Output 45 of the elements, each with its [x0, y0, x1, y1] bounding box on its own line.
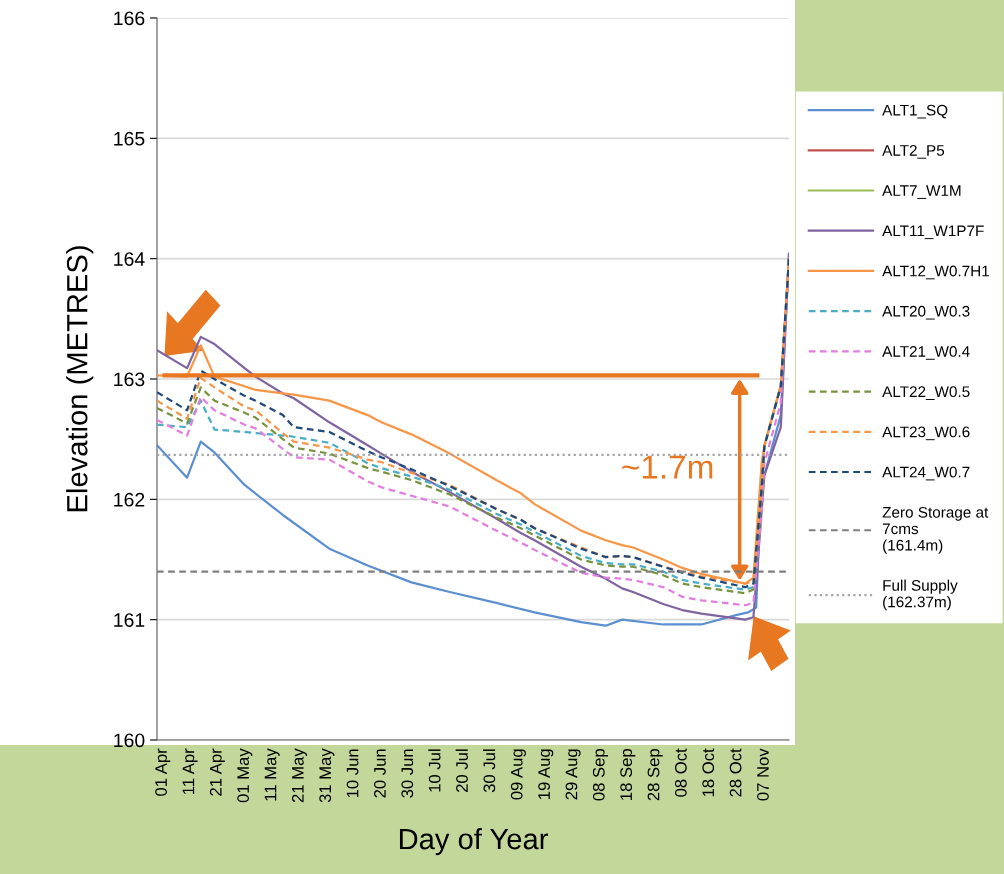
- y-tick-label: 164: [114, 252, 145, 266]
- x-tick-label: 01 Apr: [155, 748, 171, 796]
- y-tick-label: 163: [114, 372, 145, 387]
- x-tick-label: 20 Jun: [374, 749, 386, 798]
- legend-label: ALT12_W0.7H1: [882, 265, 989, 280]
- legend-label: ALT11_W1P7F: [882, 225, 984, 240]
- legend-label: ALT1_SQ: [882, 104, 948, 119]
- x-tick-label: 21 Apr: [209, 748, 225, 796]
- y-axis-title: Elevation (METRES): [66, 246, 94, 512]
- annotation: ~1.7m: [622, 455, 713, 479]
- x-tick-label: 20 Jul: [455, 749, 468, 792]
- legend-label: Zero Storage at 7cms (161.4m): [882, 506, 989, 554]
- x-tick-label: 01 May: [237, 748, 253, 803]
- x-tick-label: 30 Jul: [483, 749, 496, 793]
- y-tick-label: 162: [114, 492, 145, 507]
- legend-label: ALT24_W0.7: [882, 466, 970, 481]
- x-tick-label: 28 Oct: [729, 748, 742, 797]
- x-tick-label: 21 May: [291, 748, 308, 803]
- legend-label: ALT23_W0.6: [882, 426, 970, 441]
- y-tick-label: 165: [114, 131, 145, 146]
- x-tick-label: 19 Aug: [538, 749, 554, 799]
- legend-label: ALT22_W0.5: [882, 386, 970, 400]
- legend-label: ALT21_W0.4: [882, 346, 970, 360]
- x-tick-label: 10 Jun: [346, 749, 359, 798]
- x-tick-label: 10 Jul: [428, 749, 441, 792]
- legend-label: ALT7_W1M: [882, 185, 961, 199]
- x-tick-label: 08 Sep: [592, 749, 608, 801]
- x-tick-label: 18 Sep: [620, 749, 636, 800]
- legend-label: Full Supply (162.37m): [883, 579, 958, 611]
- y-tick-label: 160: [114, 733, 145, 748]
- x-tick-label: 31 May: [319, 748, 335, 803]
- x-tick-label: 11 May: [264, 748, 280, 801]
- x-tick-label: 07 Nov: [757, 748, 769, 801]
- legend-label: ALT20_W0.3: [882, 305, 970, 320]
- legend-label: ALT2_P5: [882, 144, 945, 159]
- x-tick-label: 09 Aug: [510, 749, 526, 800]
- x-tick-label: 28 Sep: [647, 749, 663, 801]
- y-tick-label: 161: [114, 613, 145, 627]
- x-tick-label: 29 Aug: [565, 749, 581, 800]
- y-tick-label: 166: [114, 11, 145, 26]
- x-axis-title: Day of Year: [399, 828, 548, 856]
- x-tick-label: 11 Apr: [182, 748, 198, 795]
- x-tick-label: 08 Oct: [674, 748, 687, 797]
- x-tick-label: 30 Jun: [401, 749, 414, 798]
- x-tick-label: 18 Oct: [702, 748, 715, 797]
